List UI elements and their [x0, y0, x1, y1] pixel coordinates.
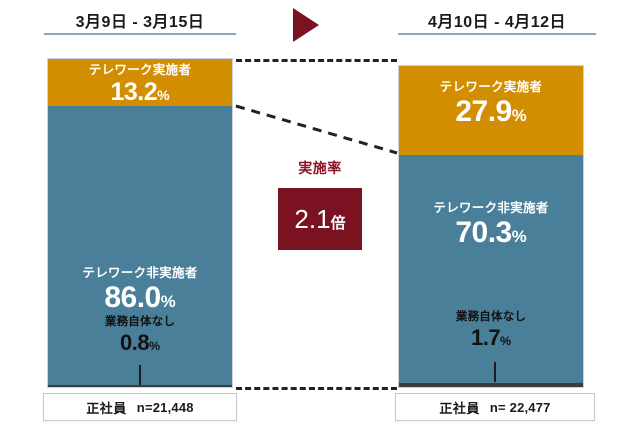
right-segment-non-telework[interactable]: テレワーク非実施者 70.3% — [399, 155, 583, 383]
right-sample-n: n= 22,477 — [489, 399, 551, 415]
left-segment-telework-label: テレワーク実施者 — [88, 63, 192, 77]
left-panel-title: 3月9日 - 3月15日 — [75, 14, 205, 31]
percent-sign-icon: % — [511, 105, 527, 125]
right-stacked-bar: テレワーク実施者 27.9% テレワーク非実施者 70.3% — [398, 65, 584, 388]
left-title-underline — [44, 33, 236, 35]
left-segment-no-work[interactable] — [48, 385, 232, 387]
ratio-value-box: 2.1倍 — [278, 188, 362, 250]
right-segment-telework-label: テレワーク実施者 — [439, 80, 543, 94]
left-sample-employment: 正社員 — [86, 400, 127, 416]
ratio-caption: 実施率 — [298, 160, 342, 176]
ratio-unit: 倍 — [330, 214, 346, 232]
left-segment-non-telework[interactable]: テレワーク非実施者 86.0% — [48, 106, 232, 385]
percent-sign-icon: % — [511, 226, 527, 246]
left-segment-telework[interactable]: テレワーク実施者 13.2% — [48, 59, 232, 106]
left-segment-non-telework-label: テレワーク非実施者 — [82, 266, 198, 280]
left-stacked-bar: テレワーク実施者 13.2% テレワーク非実施者 86.0% — [47, 58, 233, 388]
connector-bottom-dashed — [236, 387, 397, 390]
left-sample-n: n=21,448 — [136, 399, 194, 415]
right-segment-non-telework-label: テレワーク非実施者 — [433, 201, 549, 215]
right-sample-size-box: 正社員 n= 22,477 — [395, 393, 595, 421]
right-sample-employment: 正社員 — [439, 400, 480, 416]
left-segment-telework-value: 13.2% — [110, 77, 170, 106]
percent-sign-icon: % — [160, 291, 176, 311]
right-panel-title: 4月10日 - 4月12日 — [427, 14, 567, 31]
right-callout-leader-line — [494, 362, 496, 382]
right-segment-non-telework-value: 70.3% — [455, 215, 527, 249]
ratio-value-text: 2.1倍 — [294, 203, 346, 234]
connector-top-dashed — [236, 59, 397, 62]
right-segment-telework-value: 27.9% — [455, 94, 527, 128]
left-callout-leader-line — [139, 365, 141, 385]
right-segment-telework[interactable]: テレワーク実施者 27.9% — [399, 66, 583, 155]
left-sample-size-box: 正社員 n=21,448 — [43, 393, 237, 421]
connector-diagonal-dashed — [235, 104, 398, 155]
right-triangle-icon — [293, 8, 319, 42]
right-title-underline — [398, 33, 596, 35]
right-segment-no-work[interactable] — [399, 383, 583, 387]
left-segment-non-telework-value: 86.0% — [104, 280, 176, 314]
percent-sign-icon: % — [157, 86, 170, 103]
